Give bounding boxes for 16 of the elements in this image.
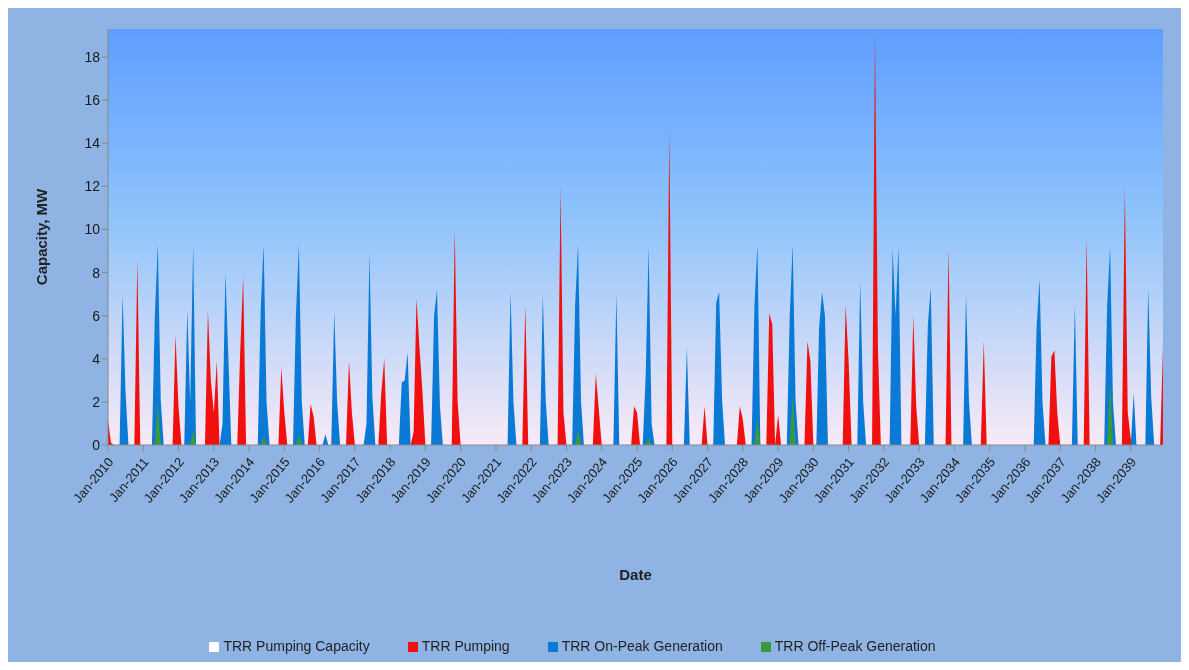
y-tick-label: 16 — [84, 92, 101, 109]
y-tick-label: 12 — [84, 178, 101, 195]
y-tick-label: 18 — [84, 48, 101, 65]
y-tick-label: 6 — [92, 307, 101, 324]
y-tick-label: 8 — [92, 264, 101, 281]
legend-label: TRR Pumping — [421, 638, 510, 654]
legend-label: TRR On-Peak Generation — [561, 638, 723, 654]
y-tick-label: 4 — [92, 350, 101, 367]
y-tick-label: 2 — [92, 393, 101, 410]
x-axis-title: Date — [619, 566, 652, 583]
y-axis-title: Capacity, MW — [33, 187, 51, 286]
y-tick-label: 14 — [84, 135, 101, 152]
y-tick-label: 10 — [84, 221, 101, 238]
y-tick-label: 0 — [92, 436, 101, 453]
legend-label: TRR Pumping Capacity — [223, 638, 370, 654]
legend-label: TRR Off-Peak Generation — [774, 638, 936, 654]
